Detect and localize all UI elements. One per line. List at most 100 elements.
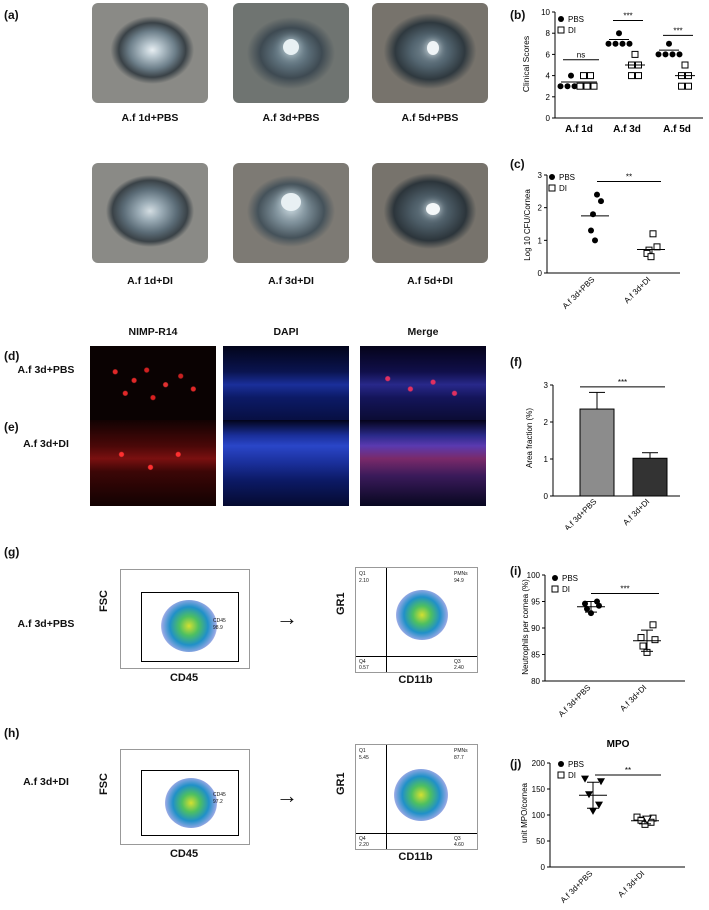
flow-gr1-label-pbs: GR1 xyxy=(335,592,347,615)
micro-nimp-di xyxy=(90,420,216,506)
chart-b-point-di xyxy=(678,82,685,90)
chart-c-point-pbs xyxy=(588,227,594,234)
micro-dapi-pbs xyxy=(223,346,349,432)
flow-q1-label-pbs: Q1 xyxy=(359,571,366,577)
chart-j-legend-label: PBS xyxy=(568,760,584,769)
chart-b-point-di xyxy=(628,72,635,80)
chart-f-ytick-label: 0 xyxy=(544,492,549,501)
chart-b-point-pbs xyxy=(571,83,578,90)
chart-i: Neutrophils per cornea (%) 80 85 90 95 100 *… xyxy=(521,571,685,719)
chart-b: Clinical Scores 0 2 4 6 8 10 ns *** *** PBS DI A… xyxy=(521,8,703,135)
chart-i-xtick-di: A.f 3d+DI xyxy=(618,683,648,713)
flow-q4-value-di: 2.20 xyxy=(359,842,369,848)
flow-pmns-value-di: 87.7 xyxy=(454,755,464,761)
chart-b-ytick-label: 10 xyxy=(541,8,550,17)
eye-caption-5d-pbs: A.f 5d+PBS xyxy=(401,112,459,124)
micro-row-label-di: A.f 3d+DI xyxy=(23,438,69,450)
chart-j-ytick-label: 0 xyxy=(541,863,546,872)
chart-i-point-pbs xyxy=(584,605,590,612)
chart-b-point-pbs xyxy=(619,40,626,47)
panel-label-f: (f) xyxy=(510,355,522,369)
flow-arrow-pbs: → xyxy=(276,605,298,630)
chart-b-xtick-1d: A.f 1d xyxy=(565,124,593,135)
chart-b-point-pbs xyxy=(612,40,619,47)
chart-f-bar xyxy=(579,408,615,497)
panel-label-h: (h) xyxy=(4,726,20,740)
eye-image-1d-di xyxy=(92,163,208,263)
flow-plot-gr1-di: Q1 5.45 PMNs 87.7 Q4 2.20 Q3 4.60 xyxy=(355,744,478,850)
chart-f-sig-label: *** xyxy=(618,378,627,387)
chart-b-ytick-label: 8 xyxy=(546,29,551,38)
flow-arrow-di: → xyxy=(276,783,298,808)
chart-b-point-pbs xyxy=(662,51,669,58)
chart-b-ylabel: Clinical Scores xyxy=(521,36,531,92)
chart-b-legend-marker xyxy=(557,26,565,34)
eye-caption-1d-pbs: A.f 1d+PBS xyxy=(121,112,179,124)
panel-label-i: (i) xyxy=(510,564,522,578)
chart-b-legend-marker xyxy=(558,16,564,22)
chart-i-legend-label: DI xyxy=(562,585,570,594)
chart-c-xtick-di: A.f 3d+DI xyxy=(622,275,652,305)
chart-b-sig-label: *** xyxy=(623,11,632,20)
chart-b-point-pbs xyxy=(676,51,683,58)
flow-fsc-label-di: FSC xyxy=(98,773,110,795)
chart-c-point-di xyxy=(649,230,657,238)
eye-caption-5d-di: A.f 5d+DI xyxy=(407,275,453,287)
chart-f-ytick-label: 2 xyxy=(544,418,549,427)
chart-c-ylabel: Log 10 CFU/Cornea xyxy=(523,189,532,261)
chart-c-legend-marker xyxy=(548,184,556,192)
chart-b-point-pbs xyxy=(616,30,622,37)
eye-caption-3d-pbs: A.f 3d+PBS xyxy=(262,112,320,124)
chart-f-xtick-pbs: A.f 3d+PBS xyxy=(563,497,599,530)
chart-b-point-pbs xyxy=(605,40,612,47)
chart-b-ytick-label: 4 xyxy=(546,72,551,81)
flow-q3-value-di: 4.60 xyxy=(454,842,464,848)
chart-j-legend-marker xyxy=(557,771,565,779)
chart-c-point-pbs xyxy=(592,237,598,244)
chart-b-point-di xyxy=(681,61,689,69)
chart-c-ytick-label: 1 xyxy=(538,236,543,245)
chart-b-point-di xyxy=(576,82,584,90)
chart-j-point-pbs xyxy=(581,775,589,783)
flow-gr1-label-di: GR1 xyxy=(335,772,347,795)
panel-label-j: (j) xyxy=(510,757,522,771)
chart-i-ytick-label: 90 xyxy=(531,624,540,633)
chart-i-xtick-pbs: A.f 3d+PBS xyxy=(557,683,593,719)
chart-j-point-pbs xyxy=(595,801,603,809)
flow-pmns-value-pbs: 94.9 xyxy=(454,578,464,584)
chart-i-point-di xyxy=(637,634,645,642)
eye-image-5d-pbs xyxy=(372,3,488,103)
chart-j-point-pbs xyxy=(585,791,593,799)
chart-b-point-pbs xyxy=(564,83,571,90)
chart-b-point-pbs xyxy=(557,83,564,90)
chart-i-ytick-label: 80 xyxy=(531,677,540,686)
chart-j-title: MPO xyxy=(607,739,630,750)
eye-caption-3d-di: A.f 3d+DI xyxy=(268,275,314,287)
chart-c-point-pbs xyxy=(598,198,604,205)
flow-cd45-label-di: CD45 xyxy=(169,848,199,860)
chart-c: Log 10 CFU/Cornea 0 1 2 3 ** PBS DI A.f 3d+P… xyxy=(523,171,680,311)
chart-j-xtick-pbs: A.f 3d+PBS xyxy=(559,869,595,905)
chart-i-ylabel: Neutrophils per cornea (%) xyxy=(521,579,530,675)
flow-q3-value-pbs: 2.40 xyxy=(454,665,464,671)
micro-merge-di xyxy=(360,420,486,506)
chart-i-legend-marker xyxy=(551,585,559,593)
chart-c-sig-label: ** xyxy=(626,173,632,182)
chart-c-point-di xyxy=(647,253,655,261)
micro-merge-pbs xyxy=(360,346,486,432)
flow-gate-name-di: CD45 xyxy=(213,792,226,798)
chart-b-point-pbs xyxy=(666,40,672,47)
chart-b-legend-label: PBS xyxy=(568,15,584,24)
chart-j-ytick-label: 100 xyxy=(532,811,546,820)
chart-c-ytick-label: 2 xyxy=(538,204,543,213)
chart-c-ytick-label: 3 xyxy=(538,171,543,180)
chart-f-ylabel: Area fraction (%) xyxy=(525,408,534,468)
chart-c-point-pbs xyxy=(594,191,600,198)
flow-q1-value-pbs: 2.10 xyxy=(359,578,369,584)
chart-b-ytick-label: 0 xyxy=(546,114,551,123)
chart-i-sig-label: *** xyxy=(620,585,629,594)
chart-c-point-di xyxy=(653,243,661,251)
chart-b-point-di xyxy=(635,72,642,80)
flow-q4-label-di: Q4 xyxy=(359,836,366,842)
chart-i-point-di xyxy=(649,621,657,629)
